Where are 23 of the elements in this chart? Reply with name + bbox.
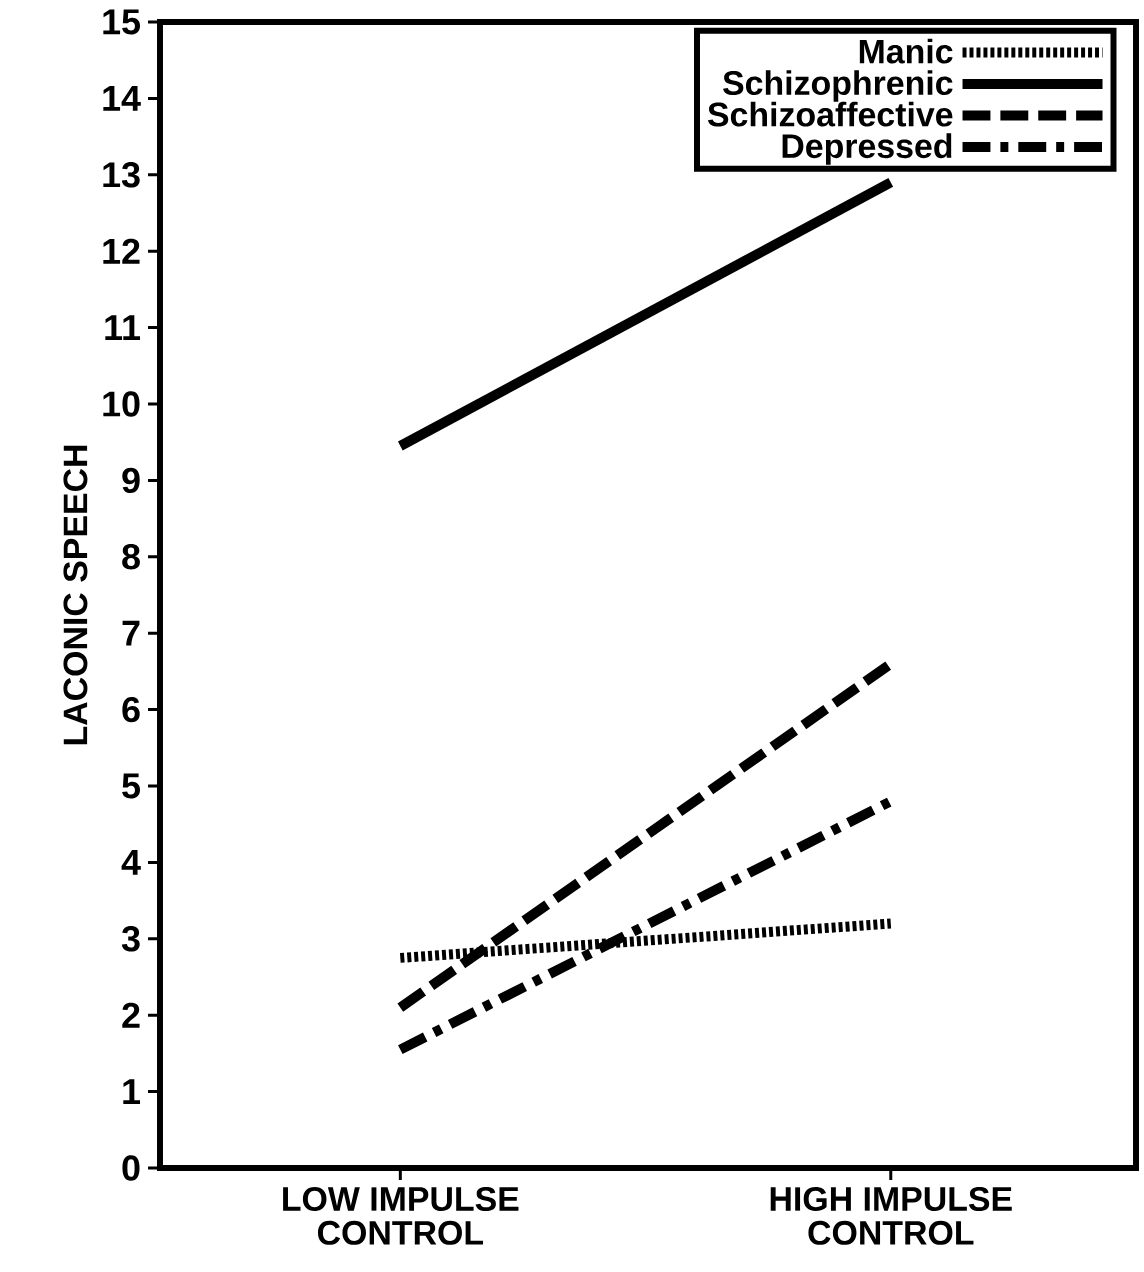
y-tick-label: 10 xyxy=(103,391,140,417)
y-tick-label: 0 xyxy=(122,1155,140,1181)
x-tick-label: LOW IMPULSE CONTROL xyxy=(283,1186,519,1245)
y-tick-label: 9 xyxy=(122,467,140,494)
legend-label: Schizophrenic xyxy=(723,70,953,102)
legend-label: Depressed xyxy=(782,133,952,165)
y-tick-label: 4 xyxy=(121,850,141,875)
y-tick-label: 6 xyxy=(122,696,140,723)
y-tick-label: 1 xyxy=(123,1079,141,1104)
y-tick-label: 7 xyxy=(122,620,140,646)
y-tick-label: 3 xyxy=(121,926,140,952)
y-tick-label: 2 xyxy=(122,1002,140,1028)
y-tick-label: 8 xyxy=(122,544,140,570)
y-tick-label: 12 xyxy=(103,238,140,264)
y-axis-title: LACONIC SPEECH xyxy=(63,445,88,745)
y-tick-label: 15 xyxy=(103,9,141,35)
y-tick-label: 11 xyxy=(105,315,141,340)
y-tick-label: 5 xyxy=(122,773,141,799)
x-tick-label: HIGH IMPULSE CONTROL xyxy=(770,1186,1012,1245)
y-tick-label: 13 xyxy=(103,162,140,188)
legend-label: Manic xyxy=(859,38,953,64)
legend-label: Schizoaffective xyxy=(707,101,953,127)
y-tick-label: 14 xyxy=(103,86,141,111)
